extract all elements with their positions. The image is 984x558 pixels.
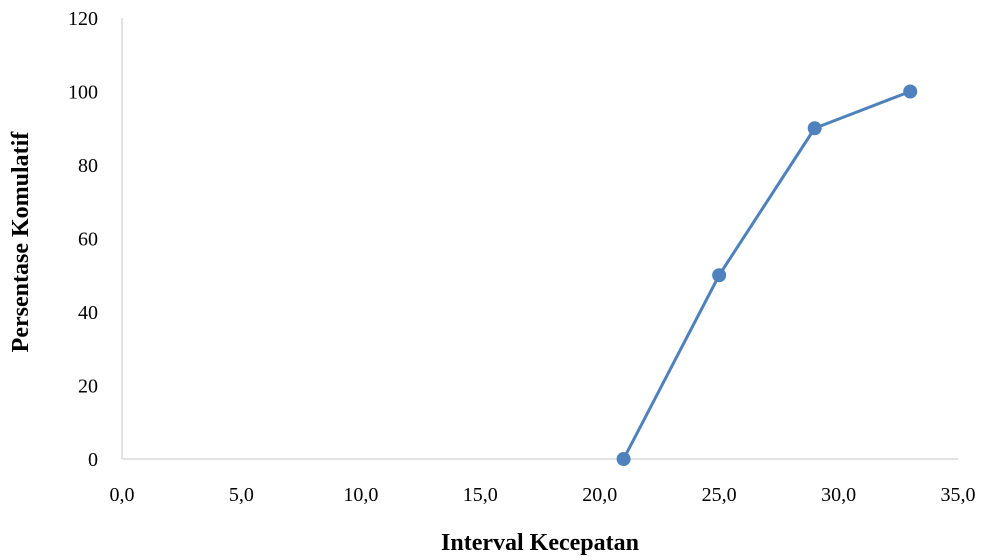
y-tick-labels: 0 20 40 60 80 100 120 [68,8,98,471]
x-tick-label: 30,0 [821,484,856,506]
data-point [807,121,822,136]
y-tick-label: 20 [78,376,98,398]
x-tick-label: 0,0 [110,484,135,506]
x-tick-label: 10,0 [343,484,378,506]
x-tick-label: 20,0 [582,484,617,506]
series-layer [616,84,918,466]
x-tick-label: 15,0 [463,484,498,506]
data-point [712,268,727,283]
data-point [616,452,631,466]
x-tick-label: 25,0 [702,484,737,506]
x-axis-title: Interval Kecepatan [441,530,639,556]
y-tick-label: 80 [78,155,98,177]
y-tick-label: 0 [88,449,98,471]
x-tick-label: 5,0 [229,484,254,506]
y-tick-label: 60 [78,229,98,251]
x-tick-labels: 0,0 5,0 10,0 15,0 20,0 25,0 30,0 35,0 [110,484,976,506]
x-tick-label: 35,0 [941,484,976,506]
data-point [903,84,918,99]
series-line [622,90,911,460]
y-tick-label: 120 [68,8,98,30]
y-tick-label: 40 [78,302,98,324]
y-tick-label: 100 [68,82,98,104]
y-axis-title: Persentase Komulatif [8,131,34,353]
